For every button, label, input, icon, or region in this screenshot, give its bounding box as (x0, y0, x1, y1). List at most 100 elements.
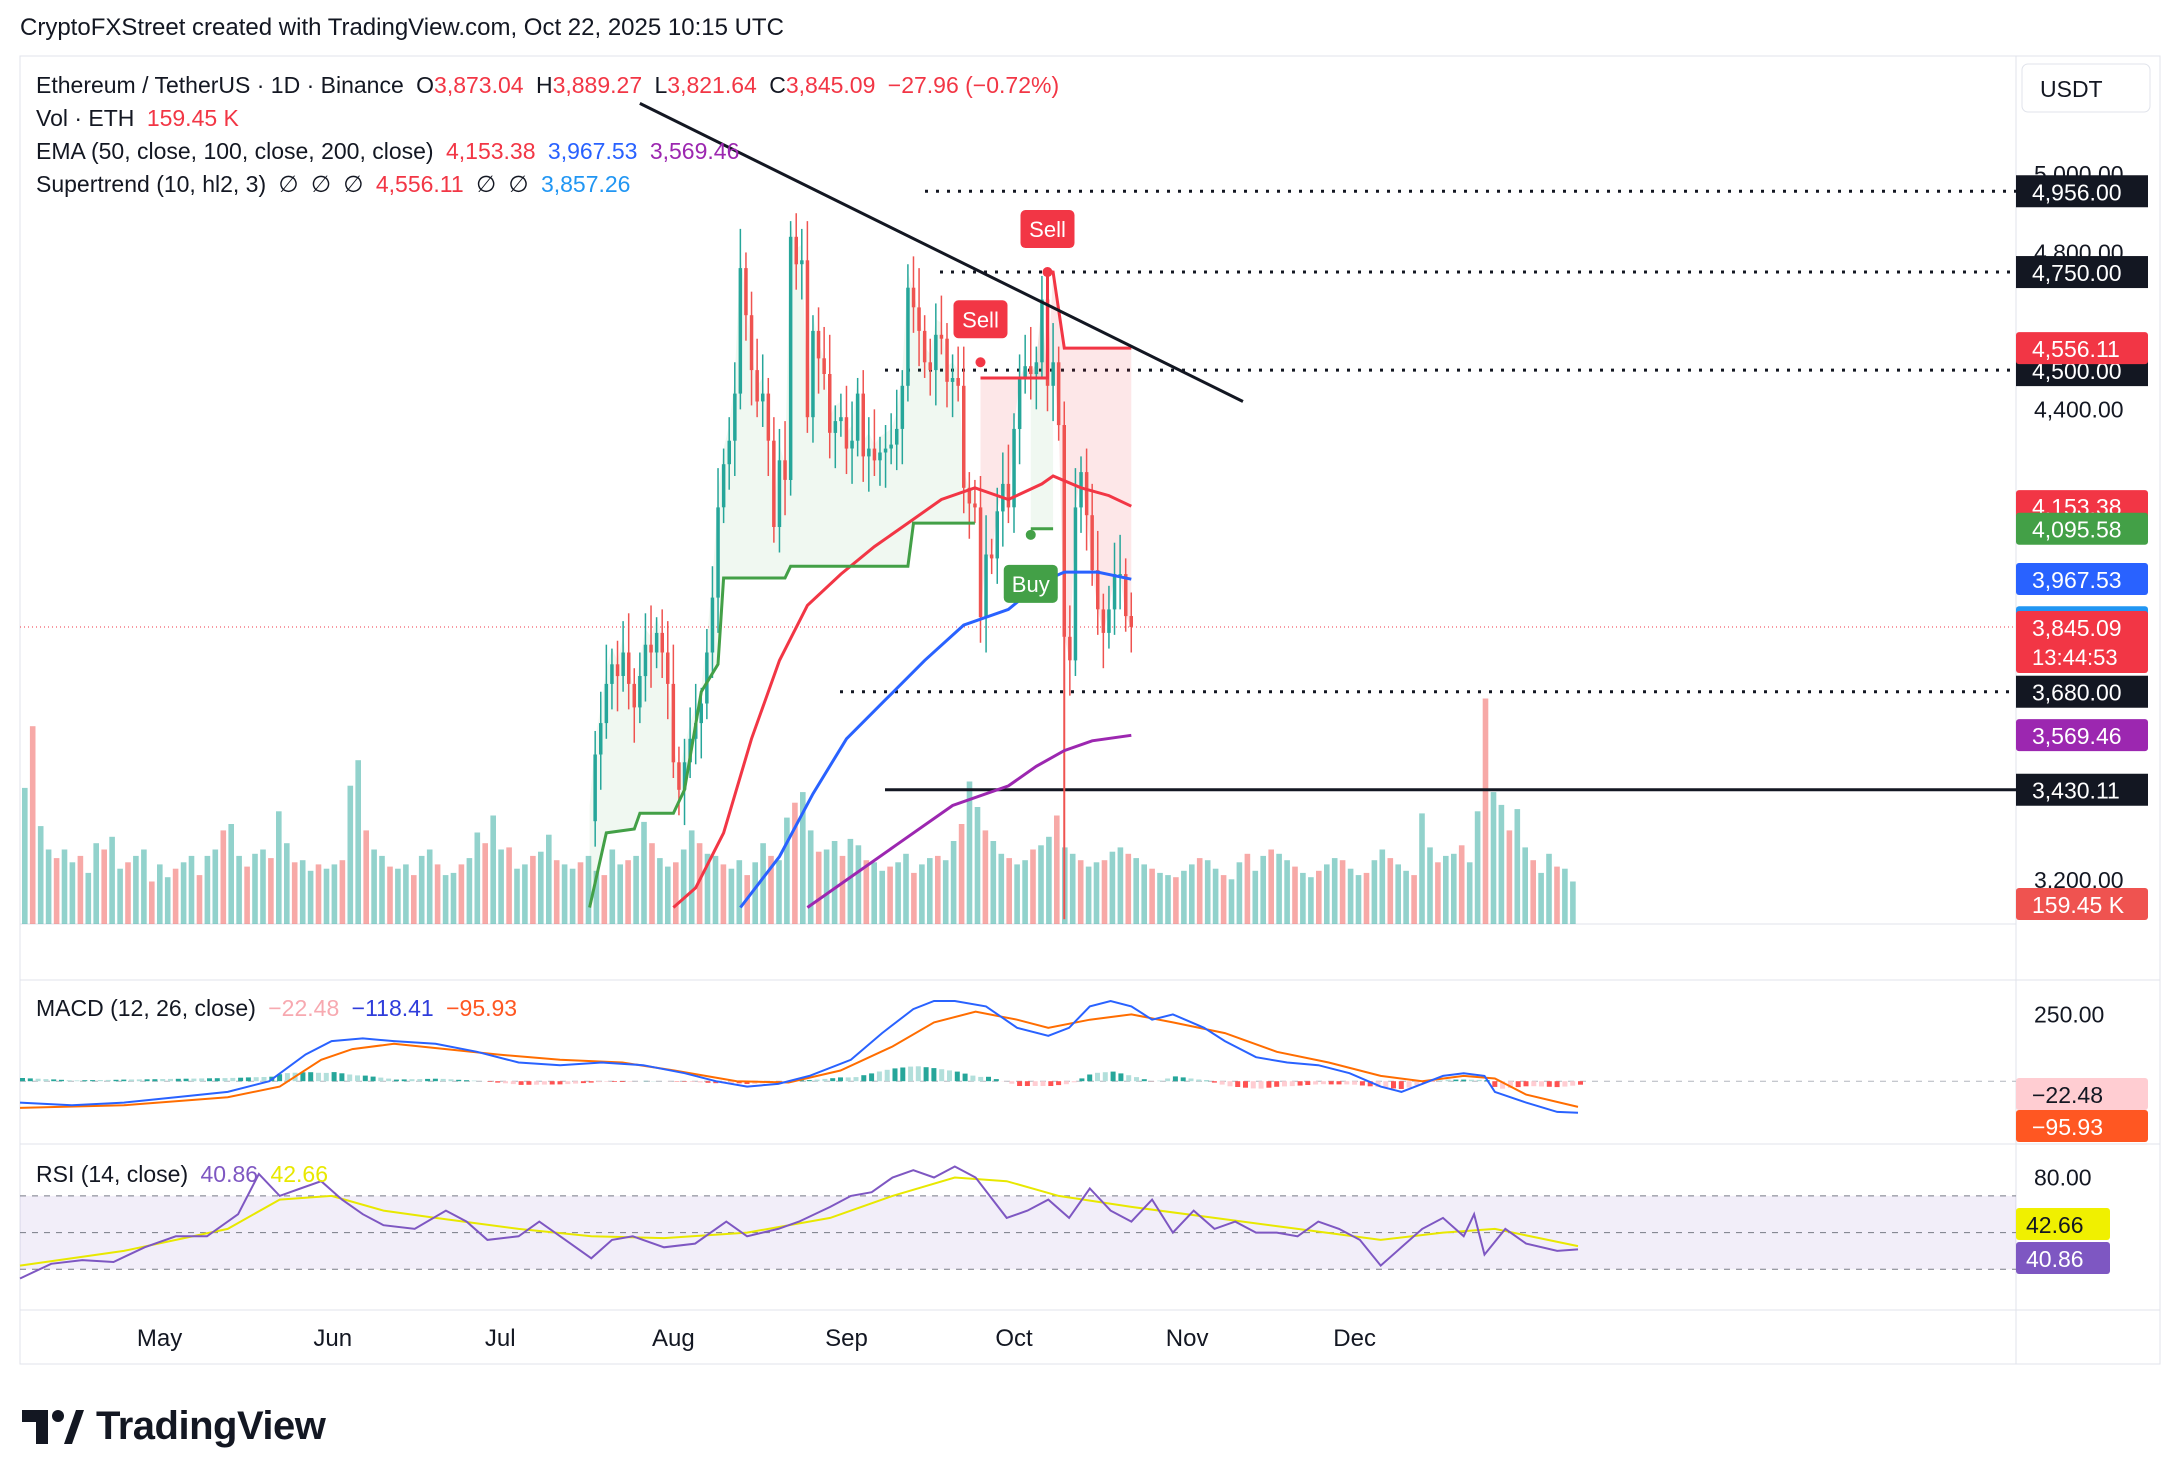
signal-badge (1020, 210, 1075, 249)
macd-histogram-bar (565, 1081, 571, 1085)
macd-histogram-bar (908, 1066, 914, 1082)
volume-bar (45, 849, 52, 924)
volume-bar (649, 843, 655, 924)
macd-histogram-bar (503, 1081, 508, 1084)
volume-bar (212, 849, 219, 924)
macd-histogram-bar (1087, 1074, 1093, 1082)
macd-histogram-bar (1515, 1081, 1521, 1088)
macd-histogram-bar (541, 1081, 547, 1085)
macd-histogram-bar (1289, 1081, 1295, 1087)
volume-bar (1363, 872, 1370, 924)
macd-histogram-bar (1250, 1081, 1256, 1089)
macd-histogram-bar (129, 1079, 135, 1082)
macd-histogram-bar (401, 1079, 407, 1082)
macd-histogram-bar (316, 1072, 321, 1082)
volume-bar (450, 872, 457, 924)
volume-bar (506, 847, 512, 924)
macd-histogram-bar (1297, 1081, 1303, 1086)
supertrend-label[interactable]: Supertrend (10, hl2, 3) (36, 171, 267, 197)
candle-body (962, 385, 966, 488)
rsi-label[interactable]: RSI (14, close) (36, 1161, 189, 1187)
volume-bar (180, 862, 187, 924)
ema100-line (739, 570, 1132, 909)
candle-body (844, 417, 849, 449)
macd-badge (2016, 1110, 2148, 1142)
macd-histogram-bar (222, 1078, 228, 1082)
macd-histogram-bar (1523, 1081, 1529, 1087)
macd-histogram-bar (74, 1080, 80, 1082)
candle-body (749, 315, 754, 371)
volume-bar (998, 853, 1005, 924)
macd-histogram-bar (136, 1079, 142, 1082)
macd-histogram-bar (144, 1079, 150, 1082)
volume-bar (1069, 853, 1076, 924)
candle-body (1040, 299, 1044, 363)
macd-histogram-bar (1017, 1081, 1023, 1086)
candle-body (967, 487, 972, 504)
chart-canvas[interactable]: Sell Sell Buy May Jun Jul Aug Sep Oct Nov Dec USD… (0, 0, 2178, 1400)
volume-bar (768, 855, 774, 924)
candle-body (939, 334, 944, 339)
macd-histogram-bar (1048, 1081, 1054, 1086)
volume-bar (204, 855, 211, 924)
volume-label[interactable]: Vol · ETH (36, 105, 135, 131)
candle-body (1107, 609, 1111, 633)
macd-histogram-bar (1453, 1079, 1459, 1082)
macd-histogram-bar (923, 1067, 929, 1082)
volume-bar (958, 824, 965, 924)
volume-bar (22, 787, 28, 924)
macd-histogram-bar (1344, 1081, 1350, 1085)
rsi-badge-label: 42.66 (2026, 1212, 2084, 1238)
macd-badge-label: −22.48 (2032, 1082, 2103, 1108)
macd-histogram-bar (1507, 1081, 1513, 1088)
macd-histogram-bar (1063, 1081, 1069, 1085)
candle-body (973, 503, 977, 508)
macd-histogram-bar (884, 1069, 890, 1082)
volume-bar (1117, 847, 1124, 924)
macd-histogram-bar (82, 1080, 88, 1082)
volume-bar (268, 858, 274, 924)
volume-bar (815, 851, 822, 924)
volume-bar (458, 864, 465, 924)
macd-badge (2016, 1078, 2148, 1110)
volume-bar (673, 862, 679, 924)
x-tick-label: Nov (1166, 1325, 1209, 1352)
volume-bar (990, 841, 997, 924)
macd-histogram-bar (534, 1081, 540, 1085)
volume-bar (426, 849, 433, 924)
volume-bar (950, 841, 957, 924)
candle-body (800, 260, 804, 265)
symbol-label[interactable]: Ethereum / TetherUS · 1D · Binance (36, 72, 404, 98)
macd-histogram-bar (861, 1075, 867, 1082)
volume-bar (157, 864, 163, 924)
macd-label[interactable]: MACD (12, 26, close) (36, 995, 256, 1021)
macd-histogram-bar (1024, 1081, 1030, 1086)
volume-bar (69, 862, 76, 924)
candle-body (705, 652, 709, 704)
macd-histogram-bar (230, 1077, 236, 1082)
macd-histogram-bar (689, 1081, 695, 1082)
candle-body (816, 330, 821, 359)
price-badge-label: 4,556.11 (2032, 336, 2120, 362)
tradingview-logo[interactable]: TradingView (22, 1404, 326, 1449)
volume-bar (228, 824, 234, 924)
volume-bar (1260, 855, 1266, 924)
ema-label[interactable]: EMA (50, close, 100, close, 200, close) (36, 138, 434, 164)
volume-bar (1165, 875, 1171, 924)
volume-bar (919, 864, 925, 924)
macd-histogram-bar (1328, 1081, 1334, 1085)
volume-bar (1236, 862, 1243, 924)
signal-label: Sell (962, 307, 999, 332)
macd-histogram-bar (1032, 1081, 1038, 1086)
volume-bar (1046, 836, 1052, 924)
volume-bar (561, 864, 568, 924)
volume-bar (164, 877, 171, 924)
volume-bar (379, 855, 385, 924)
volume-bar (696, 843, 703, 924)
macd-histogram-bar (168, 1078, 173, 1082)
resistance-trendline (639, 102, 1244, 403)
macd-histogram-bar (557, 1081, 563, 1085)
price-scale[interactable]: USDT5,000.004,800.004,400.003,200.004,95… (2016, 63, 2151, 1274)
macd-histogram-bar (962, 1073, 968, 1082)
rsi-tick: 80.00 (2034, 1165, 2092, 1191)
